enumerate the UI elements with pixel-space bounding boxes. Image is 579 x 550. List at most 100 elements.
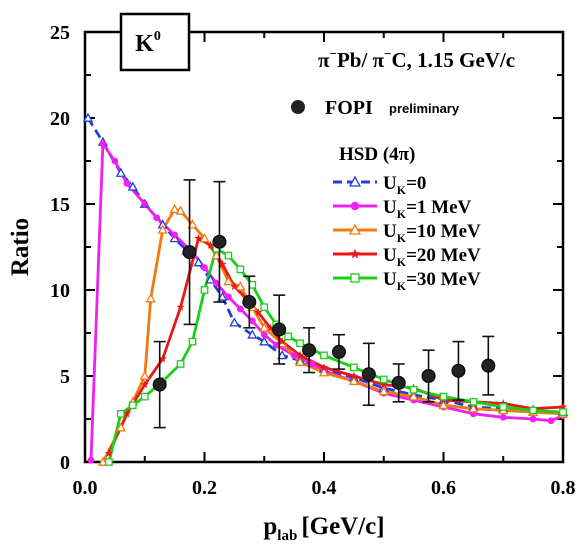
series-point (104, 449, 114, 457)
series-point (409, 385, 418, 394)
series-point (348, 375, 359, 386)
series-point (117, 409, 125, 418)
series-point (115, 422, 126, 432)
series-point (176, 360, 185, 368)
series-point (105, 458, 113, 466)
y-tick-labels: 0 5 10 15 20 25 (50, 22, 70, 474)
y-tick-label: 25 (50, 22, 70, 44)
series-point (225, 293, 232, 301)
fopi-preliminary-label: preliminary (389, 101, 460, 116)
fopi-legend-marker (291, 100, 305, 114)
series-point (211, 250, 222, 260)
series-point (547, 417, 555, 425)
series-point (123, 179, 131, 187)
fopi-point (242, 295, 257, 310)
series-point (236, 305, 244, 313)
series-point (408, 391, 419, 401)
y-tick-label: 15 (50, 194, 70, 216)
series-point (187, 219, 198, 229)
x-tick-label: 0.2 (192, 477, 217, 499)
series-point (259, 336, 270, 346)
legend-label: UK=30 MeV (383, 269, 481, 293)
legend-entry: UK=20 MeV (333, 245, 481, 269)
series-point (468, 403, 479, 413)
series-point (438, 399, 449, 410)
series-point (139, 370, 150, 380)
series-point (290, 351, 298, 359)
series-point (158, 354, 167, 363)
series-point (439, 392, 448, 401)
series-point (320, 351, 328, 360)
x-tick-label: 0.6 (431, 477, 456, 499)
series-point (127, 181, 138, 191)
series-point (296, 339, 304, 348)
series-point (206, 240, 215, 249)
series-point (558, 402, 568, 411)
legend-entry: UK=1 MeV (333, 197, 472, 221)
y-tick-label: 5 (60, 366, 70, 388)
series-point (199, 233, 210, 243)
fopi-point (152, 377, 167, 392)
series-point (200, 286, 209, 294)
series-point (153, 214, 161, 222)
series-point (205, 274, 216, 284)
series-point (260, 303, 269, 312)
series-point (157, 224, 168, 234)
series-point (140, 380, 149, 389)
series-point (284, 332, 293, 341)
series-point (188, 337, 197, 346)
series-point (111, 157, 119, 165)
series-point (277, 337, 287, 346)
series-point (223, 276, 234, 286)
series-point (308, 360, 316, 368)
series-point (201, 264, 208, 272)
series-point (193, 257, 204, 267)
series-point (176, 302, 185, 311)
series-point (469, 397, 478, 406)
series-point (277, 350, 288, 360)
series-point (229, 317, 240, 327)
fopi-point (481, 358, 496, 373)
axis-ticks (84, 31, 564, 463)
series-point (350, 363, 358, 372)
x-tick-label: 0.0 (73, 477, 98, 499)
series-point (266, 323, 275, 332)
fopi-point (272, 322, 287, 337)
series-point (213, 279, 220, 287)
legend-label: UK=0 (383, 173, 426, 197)
y-tick-label: 10 (50, 280, 70, 302)
series-point (140, 392, 149, 401)
series-point (319, 363, 329, 371)
series-point (379, 375, 388, 384)
y-tick-label: 20 (50, 108, 70, 130)
particle-label: K0 (135, 29, 161, 57)
series-point (247, 329, 258, 339)
series-point (260, 331, 268, 339)
x-tick-label: 0.8 (551, 477, 576, 499)
series-point (115, 167, 126, 177)
legend-entry: UK=30 MeV (333, 269, 481, 293)
series-point (141, 200, 149, 208)
series-point (529, 415, 537, 423)
series-point (499, 403, 508, 411)
particle-box (119, 12, 191, 72)
legend-label: UK=20 MeV (383, 245, 481, 269)
fopi-data-points (152, 179, 496, 429)
legend-label: UK=10 MeV (383, 221, 481, 245)
plot-frame (83, 30, 565, 464)
series-point (248, 317, 256, 325)
fopi-point (421, 369, 436, 383)
series-point (499, 413, 507, 421)
series-point (128, 401, 137, 410)
series-point (294, 356, 306, 367)
series-point (145, 293, 156, 303)
series-line (89, 142, 564, 461)
series-point (350, 273, 360, 283)
legend-entry: UK=0 (333, 173, 426, 197)
series-point (235, 281, 246, 291)
series-point (379, 380, 388, 389)
legend-label: UK=1 MeV (383, 197, 472, 221)
reaction-label: π−Pb/ π−C, 1.15 GeV/c (318, 46, 515, 72)
